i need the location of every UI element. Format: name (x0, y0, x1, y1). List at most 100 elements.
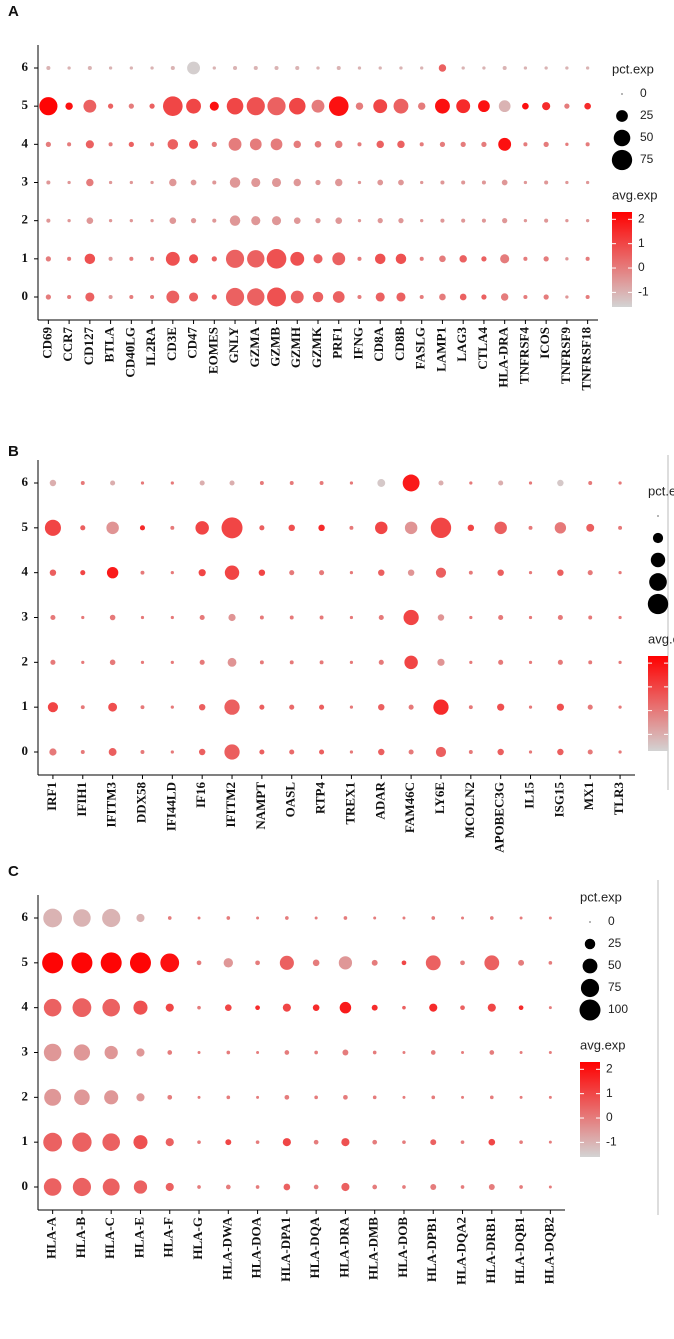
dot (136, 1093, 145, 1102)
dot (282, 1003, 291, 1012)
dot (166, 290, 180, 304)
dot (170, 65, 175, 71)
dot (170, 615, 174, 620)
dot (274, 65, 279, 71)
dot (198, 748, 206, 756)
dot (397, 140, 405, 149)
y-tick-label: 3 (22, 608, 29, 623)
dot (169, 178, 177, 187)
dot (259, 749, 265, 755)
size-legend-label: 25 (608, 936, 622, 950)
dot (86, 217, 94, 224)
dot (221, 517, 243, 539)
color-legend-title: avg.exp (648, 631, 674, 646)
dot (319, 481, 324, 485)
dot (211, 294, 217, 300)
dot (377, 179, 384, 186)
dot (565, 219, 569, 223)
dot (319, 570, 325, 576)
dot (357, 180, 362, 185)
dot (349, 525, 354, 530)
dot (469, 481, 473, 485)
dot (108, 180, 113, 185)
y-tick-label: 3 (22, 173, 29, 188)
dot (528, 525, 533, 530)
y-tick-label: 5 (22, 97, 29, 112)
dot (49, 479, 57, 487)
dot (501, 179, 508, 186)
dot (189, 139, 199, 149)
dot (523, 294, 528, 300)
dot (49, 569, 57, 576)
dot (165, 1182, 174, 1192)
dot (39, 97, 58, 116)
dot (417, 102, 426, 110)
dot (289, 570, 295, 576)
dot (494, 521, 507, 535)
dot (469, 660, 473, 664)
dot (430, 1184, 437, 1190)
dot (332, 252, 346, 266)
dot (293, 178, 301, 187)
dot (85, 140, 94, 149)
dot (519, 1140, 523, 1144)
dot (198, 703, 206, 711)
dot (129, 219, 133, 223)
dot (349, 660, 354, 664)
dot (233, 65, 238, 71)
dot (170, 481, 174, 485)
y-tick-label: 1 (22, 698, 29, 713)
dot (502, 218, 508, 224)
x-tick-label: HLA-DMB (366, 1217, 381, 1280)
dot (283, 1183, 291, 1191)
dot (544, 218, 549, 223)
x-tick-label: MCOLN2 (462, 782, 477, 838)
dot (251, 177, 261, 188)
dot (45, 256, 51, 262)
x-tick-label: IF16 (193, 782, 208, 809)
dot (255, 1005, 260, 1011)
dot (528, 571, 533, 575)
dot (435, 567, 447, 578)
dot (523, 256, 528, 261)
dot (150, 66, 154, 70)
dot (80, 750, 85, 754)
dot (224, 699, 240, 715)
dot (335, 140, 343, 149)
x-tick-label: CD47 (185, 327, 200, 359)
dot (246, 97, 265, 116)
dot (349, 705, 354, 709)
x-tick-label: CD8B (392, 327, 407, 361)
dot (270, 138, 283, 151)
dot (81, 660, 85, 664)
dot (212, 66, 216, 70)
dot (618, 525, 623, 530)
dot (67, 66, 71, 70)
dot (557, 479, 564, 487)
dot (85, 292, 95, 302)
x-tick-label: HLA-C (102, 1217, 117, 1259)
x-tick-label: OASL (283, 782, 298, 818)
dot (73, 1044, 91, 1061)
dot (542, 102, 551, 111)
dot (528, 705, 533, 709)
dot (618, 705, 622, 709)
dot (319, 615, 324, 620)
dot (431, 916, 436, 920)
dot (195, 521, 209, 535)
dot (199, 614, 205, 621)
size-legend-key (621, 93, 623, 95)
dot (80, 570, 86, 576)
size-legend-key (584, 938, 596, 950)
dot (375, 292, 385, 302)
x-tick-label: HLA-G (190, 1217, 205, 1260)
dot (73, 909, 91, 927)
dot (226, 97, 244, 115)
dot (50, 614, 56, 621)
dot (314, 141, 322, 148)
dot (266, 249, 287, 269)
dot (564, 103, 570, 109)
dot (373, 99, 388, 114)
dot (587, 704, 593, 710)
dot (554, 522, 567, 534)
